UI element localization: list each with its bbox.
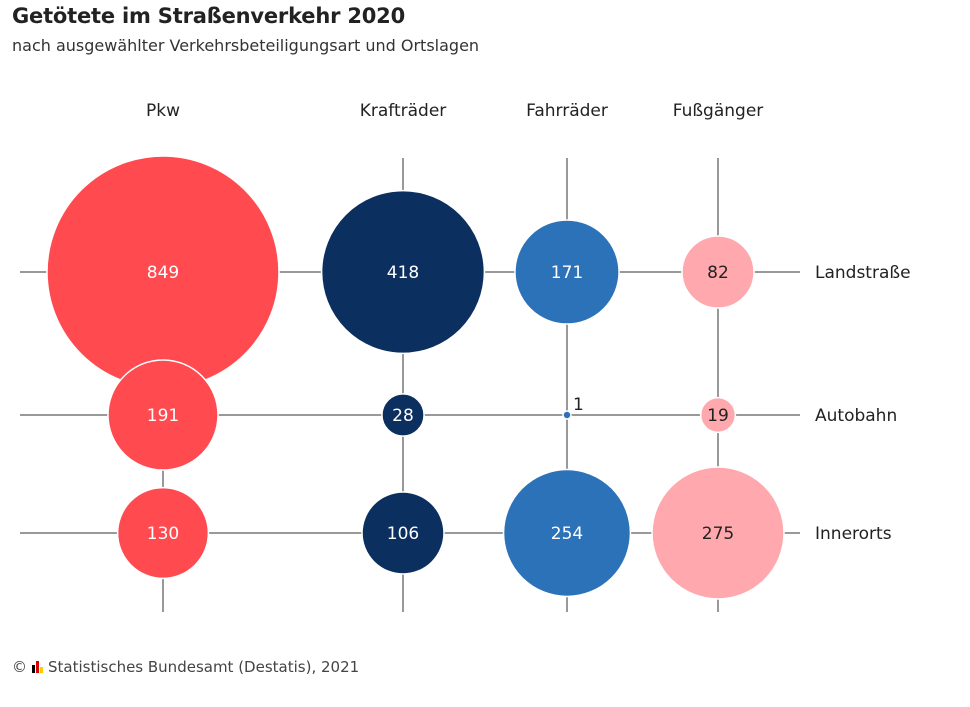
column-label: Pkw <box>146 101 180 121</box>
bubble <box>116 486 210 580</box>
bubble <box>651 466 785 600</box>
bubble <box>107 359 219 471</box>
bubble <box>514 219 620 325</box>
row-label: Autobahn <box>815 406 897 426</box>
data-label: 191 <box>147 406 179 426</box>
data-label: 1 <box>573 395 584 415</box>
bubble <box>699 396 737 434</box>
data-label: 254 <box>551 524 583 544</box>
data-label: 418 <box>387 263 419 283</box>
bubble <box>320 189 486 355</box>
bubble <box>361 491 445 575</box>
row-label: Innerorts <box>815 524 892 544</box>
data-label: 275 <box>702 524 734 544</box>
chart-title: Getötete im Straßenverkehr 2020 <box>12 4 405 28</box>
footer-source: © Statistisches Bundesamt (Destatis), 20… <box>12 658 359 676</box>
column-label: Fußgänger <box>673 101 764 121</box>
bubble <box>681 235 755 309</box>
data-label: 849 <box>147 263 179 283</box>
destatis-logo-icon <box>32 661 43 673</box>
copyright-symbol: © <box>12 658 27 676</box>
column-label: Fahrräder <box>526 101 608 121</box>
chart-subtitle: nach ausgewählter Verkehrsbeteiligungsar… <box>12 36 480 55</box>
column-label: Krafträder <box>360 101 447 121</box>
bubble <box>381 393 425 437</box>
data-label: 130 <box>147 524 179 544</box>
data-label: 106 <box>387 524 419 544</box>
data-label: 19 <box>707 406 729 426</box>
data-label: 82 <box>707 263 729 283</box>
data-label: 171 <box>551 263 583 283</box>
data-label: 28 <box>392 406 414 426</box>
bubble <box>562 410 572 420</box>
bubble <box>502 468 632 598</box>
source-text: Statistisches Bundesamt (Destatis), 2021 <box>48 658 360 676</box>
row-label: Landstraße <box>815 263 911 283</box>
